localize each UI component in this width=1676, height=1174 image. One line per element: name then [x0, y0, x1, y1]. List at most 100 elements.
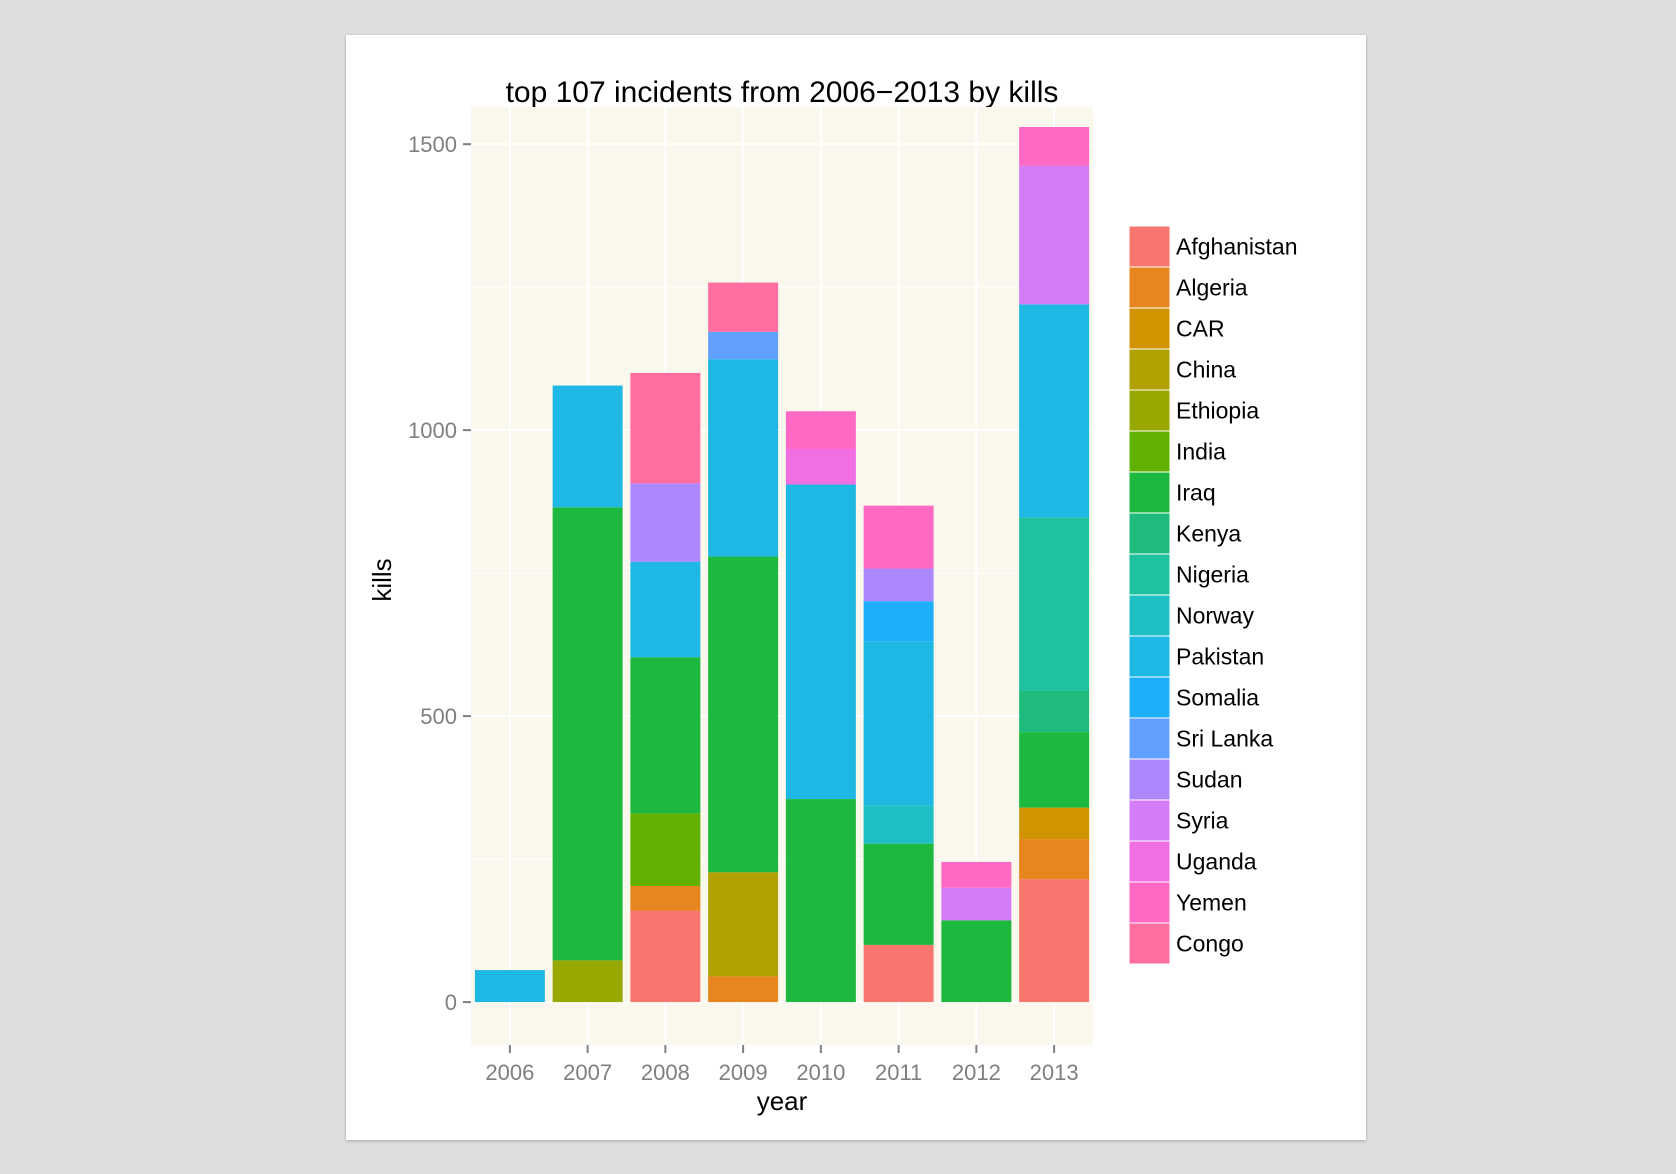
x-axis-label: year [757, 1086, 808, 1116]
legend-label: Algeria [1176, 275, 1248, 301]
legend-item: Ethiopia [1128, 389, 1259, 432]
bar-segment [941, 887, 1012, 921]
legend-label: Ethiopia [1176, 398, 1259, 424]
legend-key [1128, 881, 1171, 924]
bar-segment [474, 970, 545, 1003]
y-axis: 0 500 1000 1500 [408, 132, 471, 1015]
bar-segment [1019, 517, 1090, 691]
legend-key [1128, 676, 1171, 719]
legend-label: India [1176, 439, 1226, 465]
bar-segment [863, 843, 934, 945]
legend-label: Uganda [1176, 849, 1257, 875]
legend-label: Norway [1176, 603, 1254, 629]
plot-card: top 107 incidents from 2006−2013 by kill… [346, 35, 1366, 1140]
bar-segment [708, 359, 779, 557]
legend-item: Somalia [1128, 676, 1259, 719]
legend-item: Kenya [1128, 512, 1241, 555]
legend-key [1128, 922, 1171, 965]
bar-segment [1019, 165, 1090, 305]
bar-segment [630, 813, 701, 886]
x-tick-label: 2010 [796, 1060, 845, 1085]
bar-segment [630, 483, 701, 562]
legend-item: CAR [1128, 307, 1225, 350]
bar-segment [785, 411, 856, 450]
legend-item: Norway [1128, 594, 1254, 637]
bar-segment [708, 976, 779, 1003]
legend-item: Syria [1128, 799, 1229, 842]
legend-label: Kenya [1176, 521, 1241, 547]
bar-segment [708, 872, 779, 977]
legend-key [1128, 225, 1171, 268]
bar-segment [785, 799, 856, 1003]
legend-label: Sudan [1176, 767, 1243, 793]
bar-segment [941, 861, 1012, 888]
bar-segment [863, 805, 934, 844]
bar-segment [785, 449, 856, 485]
bar-segment [708, 556, 779, 873]
bar-segment [1019, 879, 1090, 1003]
bar-segment [630, 885, 701, 911]
bar-segment [863, 505, 934, 569]
legend-item: China [1128, 348, 1236, 391]
bar-segment [552, 385, 623, 508]
legend-label: Congo [1176, 931, 1244, 957]
legend-item: Afghanistan [1128, 225, 1297, 268]
x-tick-label: 2008 [641, 1060, 690, 1085]
bar-segment [863, 944, 934, 1003]
legend-item: Yemen [1128, 881, 1247, 924]
bar-segment [1019, 304, 1090, 518]
legend-label: Nigeria [1176, 562, 1249, 588]
legend-label: Iraq [1176, 480, 1216, 506]
bar-segment [1019, 807, 1090, 840]
bar-segment [1019, 839, 1090, 880]
legend-key [1128, 430, 1171, 473]
bar-segment [785, 484, 856, 800]
bar-segment [708, 331, 779, 360]
bars [474, 127, 1090, 1003]
bar-segment [863, 641, 934, 806]
legend-label: Yemen [1176, 890, 1247, 916]
y-tick-label: 0 [445, 990, 457, 1015]
legend-key [1128, 348, 1171, 391]
legend-label: Afghanistan [1176, 234, 1297, 260]
legend-item: Pakistan [1128, 635, 1264, 678]
bar-segment [552, 507, 623, 961]
legend-key [1128, 266, 1171, 309]
legend-key [1128, 758, 1171, 801]
legend-item: Uganda [1128, 840, 1257, 883]
bar-segment [1019, 690, 1090, 733]
bar-segment [708, 282, 779, 332]
x-tick-label: 2007 [563, 1060, 612, 1085]
legend-key [1128, 307, 1171, 350]
y-tick-label: 1000 [408, 418, 457, 443]
x-axis: 2006 2007 2008 2009 2010 2011 2012 2013 [485, 1045, 1079, 1085]
legend-item: Nigeria [1128, 553, 1249, 596]
legend-item: Sudan [1128, 758, 1243, 801]
x-tick-label: 2012 [952, 1060, 1001, 1085]
bar-segment [941, 920, 1012, 1003]
legend-item: Algeria [1128, 266, 1248, 309]
bar-segment [1019, 732, 1090, 808]
x-tick-label: 2011 [875, 1060, 922, 1085]
bar-segment [630, 910, 701, 1003]
y-tick-label: 500 [420, 704, 457, 729]
x-tick-label: 2013 [1030, 1060, 1079, 1085]
legend-item: Congo [1128, 922, 1244, 965]
y-tick-label: 1500 [408, 132, 457, 157]
legend-label: Somalia [1176, 685, 1259, 711]
legend-label: China [1176, 357, 1236, 383]
bar-segment [552, 960, 623, 1003]
stacked-bar-chart: top 107 incidents from 2006−2013 by kill… [367, 76, 1297, 1116]
bar-segment [630, 561, 701, 658]
legend-key [1128, 594, 1171, 637]
legend-key [1128, 717, 1171, 760]
bar-segment [630, 372, 701, 484]
bar-segment [863, 601, 934, 642]
legend-key [1128, 471, 1171, 514]
chart-title: top 107 incidents from 2006−2013 by kill… [506, 76, 1059, 109]
legend-item: India [1128, 430, 1226, 473]
legend-key [1128, 840, 1171, 883]
legend-key [1128, 553, 1171, 596]
legend-key [1128, 799, 1171, 842]
x-tick-label: 2006 [485, 1060, 534, 1085]
